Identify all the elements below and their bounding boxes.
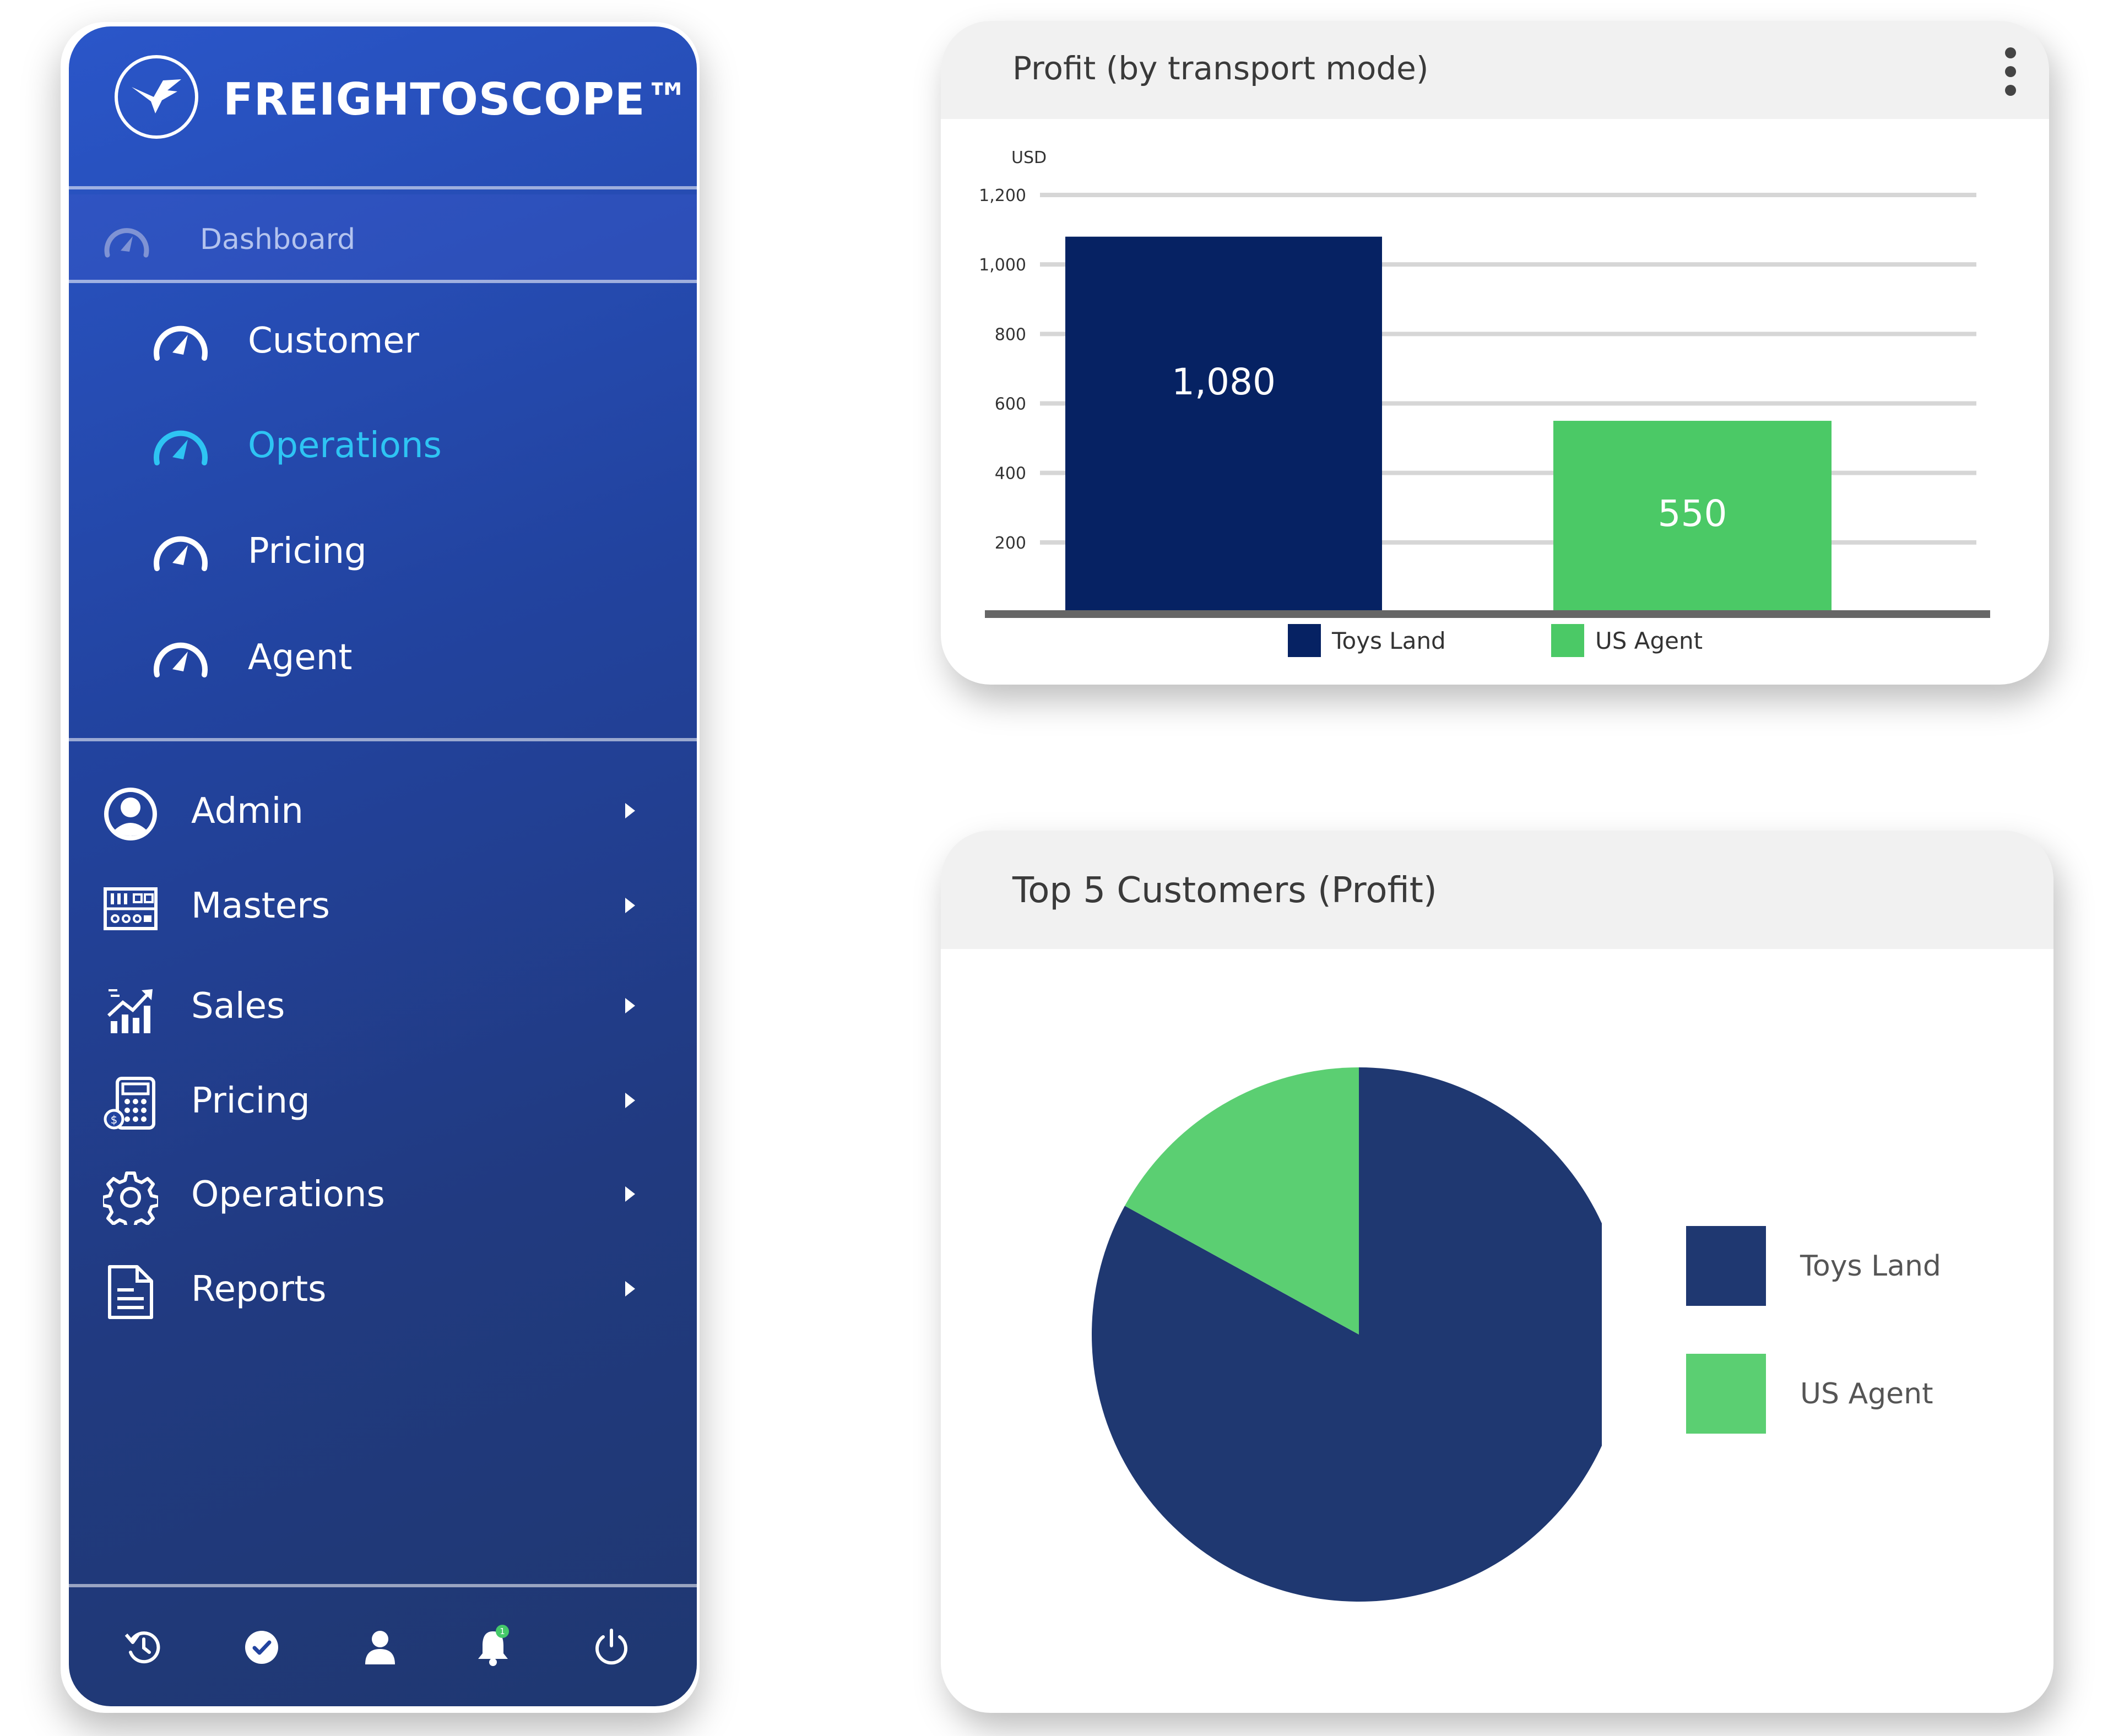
- legend-swatch: [1551, 624, 1584, 657]
- notification-badge: 1: [496, 1625, 509, 1638]
- legend-label: Toys Land: [1332, 627, 1446, 654]
- brand-name: FREIGHTOSCOPE™: [223, 74, 690, 125]
- gear-icon: [103, 1171, 158, 1225]
- brand-header: FREIGHTOSCOPE™: [69, 26, 697, 164]
- more-options-icon[interactable]: [2005, 47, 2016, 104]
- document-icon: [108, 1265, 153, 1319]
- y-tick-label: 200: [995, 534, 1026, 553]
- caret-right-icon: [625, 998, 635, 1013]
- pie-chart: [1092, 1067, 1602, 1602]
- user-icon[interactable]: [361, 1628, 399, 1667]
- sidebar-item-label: Sales: [191, 986, 285, 1027]
- chart-title: Profit (by transport mode): [1012, 50, 1429, 87]
- y-tick-label: 400: [995, 464, 1026, 484]
- gauge-icon: [154, 642, 208, 677]
- legend-item: Toys Land: [1288, 624, 1446, 657]
- sidebar-item-masters[interactable]: Masters: [69, 865, 697, 947]
- top-customers-card: Top 5 Customers (Profit) Toys Land US Ag…: [941, 831, 2053, 1713]
- y-axis-label: USD: [1011, 148, 1047, 167]
- control-panel-icon: [104, 887, 158, 930]
- sidebar-item-label: Customer: [248, 321, 419, 361]
- bar-value-label: 550: [1658, 492, 1727, 535]
- verified-badge-icon[interactable]: [242, 1628, 281, 1667]
- caret-right-icon: [625, 1093, 635, 1108]
- sidebar-item-operations[interactable]: Operations: [69, 404, 697, 481]
- sidebar-item-label: Admin: [191, 791, 304, 832]
- sidebar-item-sales[interactable]: Sales: [69, 965, 697, 1048]
- legend-swatch: [1288, 624, 1321, 657]
- bar: [1065, 236, 1382, 612]
- divider: [69, 738, 697, 741]
- y-tick-label: 600: [995, 395, 1026, 414]
- sidebar-item-label: Pricing: [248, 531, 367, 572]
- svg-text:$: $: [111, 1113, 118, 1126]
- sidebar-item-pricing-menu[interactable]: $ Pricing: [69, 1060, 697, 1142]
- legend-swatch: [1686, 1226, 1766, 1306]
- legend-swatch: [1686, 1354, 1766, 1434]
- caret-right-icon: [625, 1186, 635, 1202]
- sidebar-item-label: Dashboard: [200, 223, 356, 256]
- sidebar-item-agent[interactable]: Agent: [69, 616, 697, 693]
- sidebar-item-admin[interactable]: Admin: [69, 770, 697, 853]
- y-tick-label: 1,200: [979, 186, 1026, 205]
- sidebar-item-label: Operations: [248, 425, 442, 466]
- legend-item: Toys Land: [1686, 1226, 1941, 1306]
- legend-item: US Agent: [1551, 624, 1703, 657]
- history-icon[interactable]: [124, 1628, 162, 1667]
- profit-by-mode-card: Profit (by transport mode) USD 200 400 600 8…: [941, 21, 2049, 685]
- sidebar-item-label: Operations: [191, 1174, 385, 1215]
- sidebar-item-label: Reports: [191, 1269, 327, 1310]
- caret-right-icon: [625, 898, 635, 913]
- bar-chart: USD 200 400 600 800 1,000 1,200 1,080 550: [979, 148, 1990, 618]
- sidebar-item-reports[interactable]: Reports: [69, 1248, 697, 1331]
- caret-right-icon: [625, 803, 635, 818]
- gauge-icon: [154, 326, 208, 361]
- bell-button[interactable]: 1: [474, 1625, 512, 1667]
- divider: [69, 1584, 697, 1587]
- sidebar-item-dashboard[interactable]: Dashboard: [69, 194, 697, 283]
- pie-slice: [1124, 1067, 1359, 1334]
- pie-slice: [1092, 1067, 1602, 1602]
- legend-label: US Agent: [1595, 627, 1703, 654]
- legend-label: Toys Land: [1800, 1249, 1941, 1283]
- power-icon[interactable]: [592, 1628, 631, 1667]
- caret-right-icon: [625, 1281, 635, 1296]
- calculator-icon: $: [104, 1077, 155, 1130]
- card-header: Top 5 Customers (Profit): [941, 831, 2053, 949]
- sidebar-item-operations-menu[interactable]: Operations: [69, 1153, 697, 1236]
- bar-value-label: 1,080: [1172, 361, 1276, 403]
- sidebar-item-label: Agent: [248, 637, 353, 678]
- legend-item: US Agent: [1686, 1354, 1933, 1434]
- sidebar-item-label: Masters: [191, 886, 330, 926]
- chart-title: Top 5 Customers (Profit): [1012, 870, 1437, 911]
- divider: [69, 186, 697, 189]
- sidebar-footer: 1: [69, 1584, 697, 1706]
- gauge-icon: [154, 430, 208, 465]
- legend-label: US Agent: [1800, 1377, 1933, 1410]
- growth-chart-icon: [107, 989, 153, 1033]
- bell-icon: [478, 1631, 508, 1666]
- y-tick-label: 1,000: [979, 256, 1026, 275]
- bar: [1553, 421, 1832, 612]
- user-circle-icon: [104, 788, 157, 840]
- divider: [69, 280, 697, 283]
- sidebar-item-pricing[interactable]: Pricing: [69, 509, 697, 587]
- sidebar: FREIGHTOSCOPE™ Dashboard Customer Operat…: [69, 26, 697, 1706]
- gauge-icon: [154, 536, 208, 571]
- card-header: Profit (by transport mode): [941, 21, 2049, 119]
- sidebar-item-customer[interactable]: Customer: [69, 299, 697, 376]
- gauge-icon: [104, 228, 149, 258]
- sidebar-item-label: Pricing: [191, 1081, 310, 1121]
- y-tick-label: 800: [995, 325, 1026, 344]
- logo-icon: [115, 55, 198, 139]
